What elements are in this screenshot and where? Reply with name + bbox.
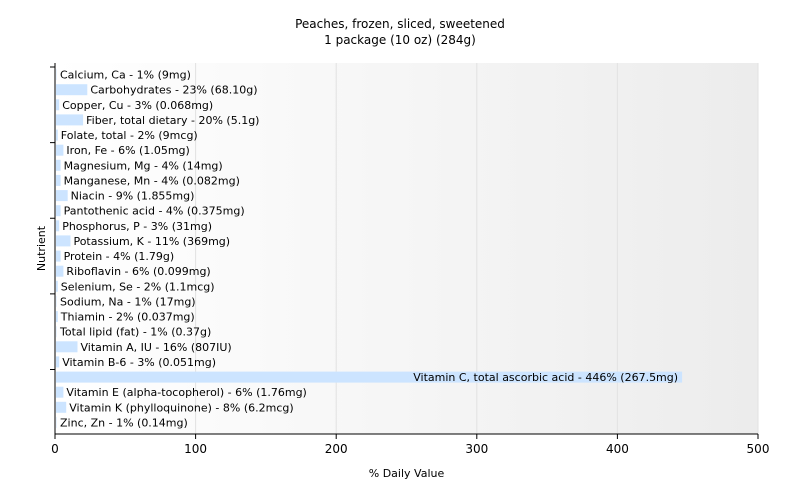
bar-label: Iron, Fe - 6% (1.05mg) (66, 144, 189, 157)
bar-label: Vitamin E (alpha-tocopherol) - 6% (1.76m… (66, 386, 306, 399)
bar (56, 356, 60, 368)
x-tick-label: 0 (51, 442, 59, 456)
bar (56, 174, 61, 186)
bar-label: Pantothenic acid - 4% (0.375mg) (64, 205, 245, 218)
x-tick-label: 500 (747, 442, 770, 456)
bar (56, 280, 58, 292)
bar-label: Riboflavin - 6% (0.099mg) (66, 265, 210, 278)
bar-label: Selenium, Se - 2% (1.1mcg) (61, 280, 215, 293)
bar-label: Vitamin B-6 - 3% (0.051mg) (62, 356, 216, 369)
bar-label: Zinc, Zn - 1% (0.14mg) (60, 416, 188, 429)
bar (56, 99, 60, 111)
bar-label: Vitamin C, total ascorbic acid - 446% (2… (413, 371, 678, 384)
x-tick-label: 200 (325, 442, 348, 456)
bar-label: Protein - 4% (1.79g) (64, 250, 175, 263)
x-tick-label: 400 (606, 442, 629, 456)
bar (56, 250, 61, 262)
bar (56, 159, 61, 171)
bar (56, 265, 64, 277)
bar-label: Carbohydrates - 23% (68.10g) (90, 84, 257, 97)
bar-label: Fiber, total dietary - 20% (5.1g) (86, 114, 259, 127)
bar (56, 205, 61, 217)
bar-label: Folate, total - 2% (9mcg) (61, 129, 198, 142)
y-axis-title: Nutrient (35, 225, 48, 271)
bar-label: Vitamin A, IU - 16% (807IU) (80, 341, 231, 354)
bar (56, 311, 58, 323)
bars (56, 69, 683, 428)
bar-labels: Calcium, Ca - 1% (9mg) Carbohydrates - 23… (59, 69, 678, 430)
bar-label: Total lipid (fat) - 1% (0.37g) (59, 326, 211, 339)
bar (56, 114, 84, 126)
bar (56, 386, 64, 398)
bar (56, 341, 78, 353)
bar-label: Sodium, Na - 1% (17mg) (60, 295, 196, 308)
bar (56, 84, 88, 96)
bar (56, 190, 68, 202)
bar-label: Manganese, Mn - 4% (0.082mg) (64, 174, 240, 187)
bar-label: Vitamin K (phylloquinone) - 8% (6.2mcg) (69, 401, 293, 414)
bar-label: Calcium, Ca - 1% (9mg) (60, 69, 191, 82)
bar (56, 220, 60, 232)
chart-title-block: Peaches, frozen, sliced, sweetened 1 pac… (0, 16, 800, 48)
chart-subtitle: 1 package (10 oz) (284g) (324, 33, 476, 47)
bar-label: Niacin - 9% (1.855mg) (71, 190, 195, 203)
x-axis-title: % Daily Value (369, 467, 445, 480)
bar-label: Magnesium, Mg - 4% (14mg) (64, 159, 223, 172)
x-tick-label: 100 (184, 442, 207, 456)
bar (56, 235, 71, 247)
bar (56, 129, 58, 141)
chart-title: Peaches, frozen, sliced, sweetened (295, 17, 505, 31)
bar-label: Copper, Cu - 3% (0.068mg) (62, 99, 213, 112)
bar-label: Potassium, K - 11% (369mg) (73, 235, 230, 248)
bar (56, 144, 64, 156)
x-tick-label: 300 (465, 442, 488, 456)
bar (56, 401, 67, 413)
bar-label: Thiamin - 2% (0.037mg) (60, 311, 195, 324)
bar (56, 371, 683, 383)
bar-label: Phosphorus, P - 3% (31mg) (62, 220, 212, 233)
axes: 0 100 200 300 400 500 (50, 63, 769, 456)
